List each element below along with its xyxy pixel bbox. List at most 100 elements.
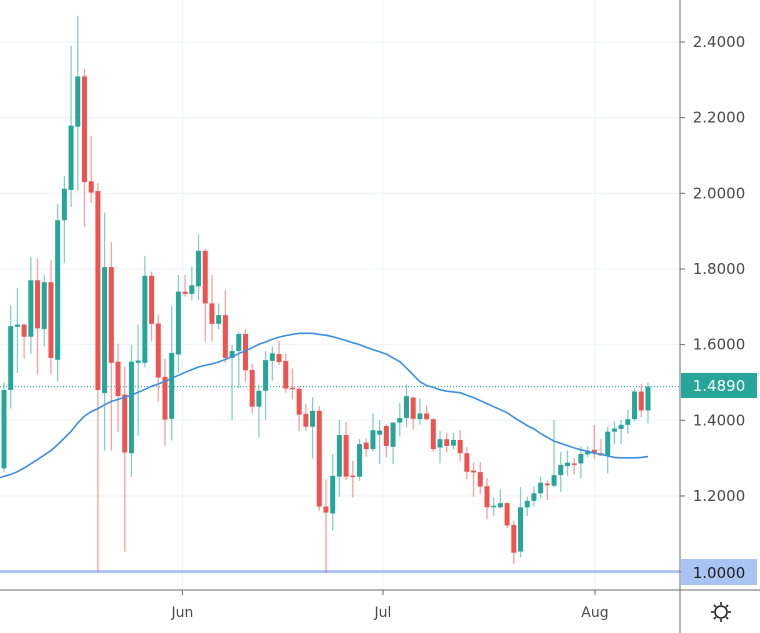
candle-body <box>484 486 490 508</box>
candle-body <box>48 282 54 358</box>
time-tick-label: Aug <box>581 605 608 621</box>
candle-body <box>518 507 524 552</box>
candle-up <box>336 419 342 497</box>
candle-down <box>316 405 322 511</box>
price-labels: 1.4890 1.0000 <box>681 373 757 585</box>
candle-up <box>437 430 443 464</box>
candle-up <box>330 453 336 531</box>
candle-down <box>410 396 416 430</box>
candle-body <box>202 250 208 304</box>
candle-down <box>122 366 128 552</box>
price-tick-label: 2.2000 <box>693 109 746 127</box>
candle-up <box>611 421 617 445</box>
candle-up <box>578 446 584 479</box>
candle-body <box>155 323 161 378</box>
candle-body <box>605 431 611 456</box>
time-axis[interactable]: Jun Jul Aug <box>170 590 609 621</box>
candle-down <box>182 275 188 297</box>
candle-down <box>511 520 517 565</box>
candle-up <box>8 305 14 409</box>
candle-body <box>41 282 47 330</box>
candle-down <box>209 275 215 342</box>
candle-down <box>35 258 41 375</box>
candle-body <box>102 267 108 394</box>
candle-up <box>491 497 497 516</box>
candle-body <box>14 324 20 327</box>
candle-body <box>35 280 41 329</box>
candle-body <box>303 413 309 427</box>
price-tick-label: 1.6000 <box>693 336 746 354</box>
candle-down <box>544 480 550 501</box>
candle-body <box>558 464 564 476</box>
candle-down <box>343 422 349 481</box>
candle-body <box>330 475 336 514</box>
price-tick-label: 1.2000 <box>693 487 746 505</box>
candle-body <box>323 506 329 513</box>
candle-up <box>189 266 195 301</box>
candle-body <box>410 397 416 419</box>
candle-body <box>175 291 181 355</box>
candle-body <box>437 439 443 448</box>
gear-icon <box>711 602 731 622</box>
candle-body <box>564 462 570 467</box>
candle-body <box>477 472 483 487</box>
candle-body <box>222 315 228 358</box>
candle-up <box>632 388 638 422</box>
candle-body <box>216 315 222 324</box>
candle-body <box>128 361 134 454</box>
price-tick-label: 2.4000 <box>693 33 746 51</box>
candle-body <box>491 505 497 508</box>
settings-button[interactable] <box>711 602 731 622</box>
candle-down <box>155 314 161 402</box>
candle-body <box>316 410 322 507</box>
candle-body <box>504 503 510 526</box>
candle-body <box>8 326 14 391</box>
candle-body <box>383 425 389 447</box>
candle-up <box>417 398 423 425</box>
candle-body <box>350 475 356 478</box>
candle-up <box>564 450 570 476</box>
candle-body <box>310 410 316 427</box>
candle-up <box>558 451 564 492</box>
candle-up <box>605 426 611 474</box>
candle-body <box>450 439 456 446</box>
candle-up <box>397 403 403 437</box>
candle-body <box>343 435 349 477</box>
price-tick-label: 1.4000 <box>693 411 746 429</box>
candle-down <box>638 383 644 418</box>
horizontal-line-layer <box>0 386 680 574</box>
candle-body <box>81 76 87 182</box>
candle-body <box>471 470 477 473</box>
price-tick-label: 2.0000 <box>693 184 746 202</box>
candle-body <box>336 435 342 477</box>
time-tick-label: Jul <box>374 605 392 621</box>
candle-down <box>95 183 101 572</box>
candle-down <box>162 358 168 446</box>
candle-up <box>263 351 269 420</box>
candle-body <box>417 413 423 420</box>
candle-down <box>222 290 228 363</box>
candle-down <box>283 354 289 393</box>
candle-down <box>296 385 302 431</box>
candle-up <box>497 489 503 509</box>
candle-body <box>531 493 537 501</box>
price-axis[interactable]: 2.4000 2.2000 2.0000 1.8000 1.6000 1.4000 1.20… <box>680 33 746 573</box>
candle-up <box>55 204 61 382</box>
candle-down <box>444 432 450 453</box>
candle-down <box>108 242 114 451</box>
candle-down <box>115 343 121 433</box>
candle-up <box>390 422 396 465</box>
candle-up <box>357 439 363 481</box>
candle-body <box>397 418 403 423</box>
candle-up <box>518 487 524 558</box>
candle-down <box>289 368 295 400</box>
candle-up <box>403 384 409 428</box>
candle-body <box>1 390 7 469</box>
candle-body <box>61 188 67 221</box>
candle-body <box>430 419 436 450</box>
candle-up <box>61 176 67 264</box>
candle-body <box>149 275 155 324</box>
moving-average-layer <box>0 332 649 479</box>
